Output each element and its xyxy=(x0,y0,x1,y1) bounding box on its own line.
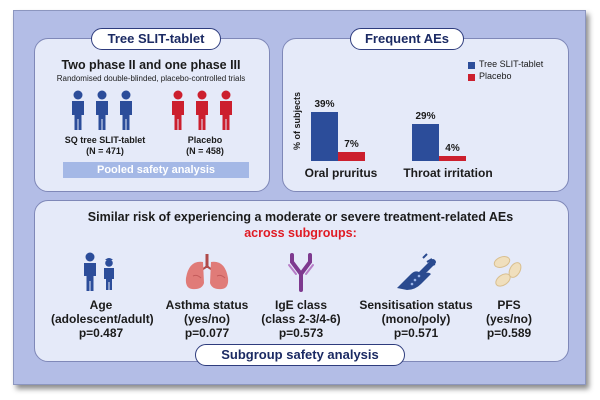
subgroup-age-p: p=0.487 xyxy=(78,326,124,340)
pooled-analysis-bar: Pooled safety analysis xyxy=(63,162,249,178)
subgroup-asthma-title: Asthma status xyxy=(165,298,249,312)
bar-oral-pruritus-slit xyxy=(311,111,338,161)
antibody-icon xyxy=(288,253,314,292)
placebo-group-label: Placebo xyxy=(187,135,223,145)
lungs-icon xyxy=(185,254,229,290)
allergy-test-hand-icon xyxy=(397,253,436,290)
label-oral-pruritus-slit: 39% xyxy=(314,98,335,110)
label-throat-irritation-placebo: 4% xyxy=(445,142,460,154)
subgroup-safety-analysis-pill: Subgroup safety analysis xyxy=(195,344,405,366)
bar-throat-irritation-placebo xyxy=(439,155,466,161)
legend-label-placebo: Placebo xyxy=(479,71,512,81)
subgroup-ige-detail: (class 2-3/4-6) xyxy=(261,312,341,326)
slit-group-people-icon xyxy=(72,90,132,130)
label-throat-irritation-slit: 29% xyxy=(415,111,436,123)
slit-group-n: (N = 471) xyxy=(86,146,124,156)
trials-title: Two phase II and one phase III xyxy=(61,58,241,72)
subgroup-sensitisation-detail: (mono/poly) xyxy=(381,312,451,326)
subgroup-ige-p: p=0.573 xyxy=(278,326,324,340)
tree-slit-tablet-pill: Tree SLIT-tablet xyxy=(91,28,221,50)
y-axis-label: % of subjects xyxy=(292,92,302,151)
trials-subtitle: Randomised double-blinded, placebo-contr… xyxy=(56,74,246,83)
bar-oral-pruritus-placebo xyxy=(338,152,365,161)
frequent-aes-pill: Frequent AEs xyxy=(350,28,464,50)
legend-label-slit: Tree SLIT-tablet xyxy=(479,59,544,69)
subgroup-ige-title: IgE class xyxy=(274,298,328,312)
legend-swatch-placebo xyxy=(468,74,475,81)
subgroup-asthma-p: p=0.077 xyxy=(184,326,230,340)
legend-swatch-slit xyxy=(468,62,475,69)
subgroup-age-title: Age xyxy=(89,298,113,312)
subgroup-pfs-p: p=0.589 xyxy=(486,326,532,340)
subgroup-pfs-detail: (yes/no) xyxy=(485,312,532,326)
placebo-group-people-icon xyxy=(172,90,232,130)
subgroup-asthma-detail: (yes/no) xyxy=(183,312,230,326)
placebo-group-n: (N = 458) xyxy=(186,146,224,156)
category-throat-irritation: Throat irritation xyxy=(403,166,493,180)
subgroup-sensitisation-p: p=0.571 xyxy=(393,326,439,340)
subgroup-pfs-title: PFS xyxy=(497,298,521,312)
adult-adolescent-icon xyxy=(84,252,114,291)
subgroup-headline-red: across subgroups: xyxy=(244,226,357,240)
label-oral-pruritus-placebo: 7% xyxy=(344,139,359,151)
bar-throat-irritation-slit xyxy=(412,124,439,161)
slit-group-label: SQ tree SLIT-tablet xyxy=(64,135,146,145)
subgroup-age-detail: (adolescent/adult) xyxy=(51,312,154,326)
subgroup-sensitisation-title: Sensitisation status xyxy=(359,298,473,312)
subgroup-headline: Similar risk of experiencing a moderate … xyxy=(87,210,514,224)
category-oral-pruritus: Oral pruritus xyxy=(304,166,378,180)
tablets-icon xyxy=(493,256,522,287)
